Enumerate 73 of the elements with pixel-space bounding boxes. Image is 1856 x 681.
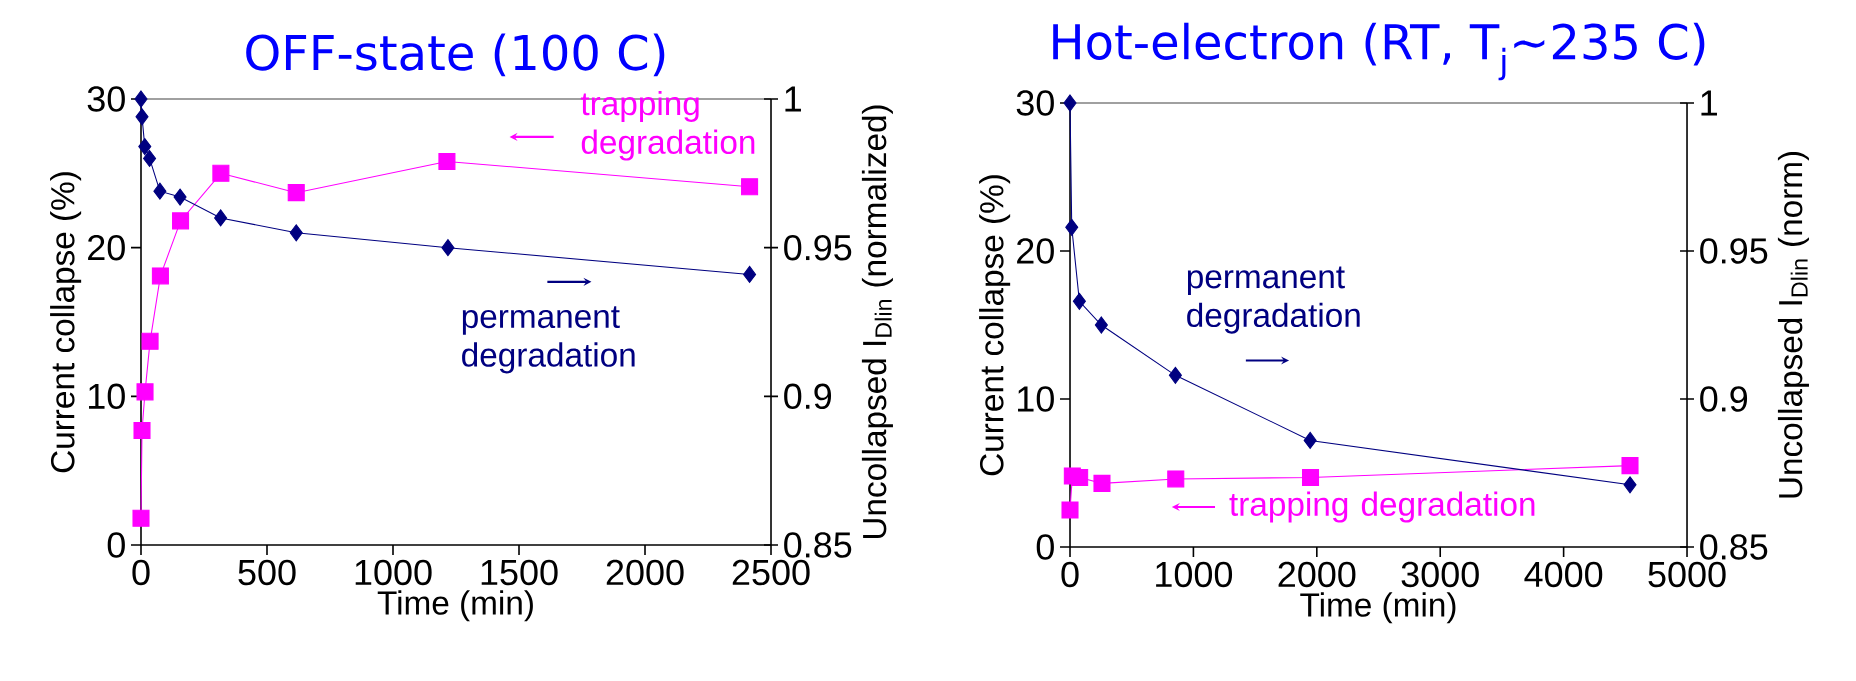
point <box>441 239 455 257</box>
y2-tick-label: 0.85 <box>784 532 852 558</box>
point <box>1061 501 1079 519</box>
y2-axis-title: Uncollapsed I$_{Dlin}$ (normalized) <box>861 105 893 539</box>
point <box>132 509 150 527</box>
y-tick-label: 10 <box>89 383 125 410</box>
y-tick-label: 20 <box>1017 238 1054 264</box>
point <box>1303 431 1317 449</box>
point <box>173 188 187 206</box>
point <box>287 184 305 202</box>
point <box>134 90 148 108</box>
x-tick-label: 5000 <box>1648 561 1726 588</box>
point <box>1093 474 1111 492</box>
y2-tick-label: 0.9 <box>1700 386 1748 412</box>
point <box>133 422 151 440</box>
x-tick-label: 3000 <box>1401 561 1479 588</box>
x-tick-label: 0 <box>132 559 150 586</box>
point <box>1071 468 1089 486</box>
annotation: trapping degradation <box>1229 491 1535 523</box>
point <box>1168 366 1182 384</box>
point <box>1623 476 1637 494</box>
point <box>153 182 167 200</box>
point <box>151 267 169 285</box>
point <box>1072 292 1086 310</box>
point <box>214 209 228 227</box>
y-tick-label: 30 <box>87 86 125 112</box>
x-tick-label: 1000 <box>355 559 432 586</box>
point <box>1621 457 1639 475</box>
point <box>212 164 230 182</box>
point <box>438 152 456 170</box>
point <box>143 149 157 167</box>
y-tick-label: 10 <box>1018 386 1054 412</box>
x-axis-title: Time (min) <box>377 590 533 622</box>
point <box>289 224 303 242</box>
y-axis-title: Current collapse (%) <box>979 175 1011 476</box>
x-tick-label: 4000 <box>1524 561 1603 588</box>
chart-title: Hot-electron (RT, T$_{j}$~235 C) <box>1053 22 1705 81</box>
y2-tick-label: 0.95 <box>1700 238 1768 264</box>
x-tick-label: 1500 <box>481 559 558 586</box>
y2-axis-title: Uncollapsed I$_{Dlin}$ (norm) <box>1777 151 1809 498</box>
x-axis-title: Time (min) <box>1300 592 1456 624</box>
y-tick-label: 20 <box>88 234 125 261</box>
annotation: permanent degradation <box>462 306 635 374</box>
y2-tick-label: 0.95 <box>784 234 852 261</box>
y-tick-label: 0 <box>107 532 125 558</box>
point <box>1094 316 1108 334</box>
y-tick-label: 30 <box>1016 90 1054 116</box>
point <box>1301 468 1320 486</box>
point <box>743 265 757 283</box>
point <box>1063 94 1077 112</box>
annotation: trapping degradation <box>580 90 755 161</box>
x-tick-label: 1000 <box>1156 561 1233 588</box>
y2-tick-label: 0.9 <box>784 383 832 410</box>
x-tick-label: 0 <box>1061 561 1079 588</box>
point <box>1167 470 1185 488</box>
point <box>1065 218 1079 236</box>
x-tick-label: 2000 <box>606 559 684 586</box>
point <box>141 332 159 350</box>
y2-tick-label: 1 <box>1701 90 1717 116</box>
y2-tick-label: 0.85 <box>1700 534 1768 560</box>
y2-tick-label: 1 <box>785 86 801 112</box>
x-tick-label: 2500 <box>732 559 810 586</box>
point <box>138 138 152 156</box>
chart-title: OFF-state (100 C) <box>246 33 665 77</box>
x-tick-label: 2000 <box>1278 561 1356 588</box>
point <box>741 178 759 196</box>
x-tick-label: 500 <box>238 559 296 586</box>
annotation: permanent degradation <box>1187 266 1360 334</box>
y-tick-label: 0 <box>1036 534 1054 560</box>
y-axis-title: Current collapse (%) <box>50 172 82 473</box>
point <box>136 383 154 401</box>
point <box>135 108 149 126</box>
point <box>172 212 190 230</box>
